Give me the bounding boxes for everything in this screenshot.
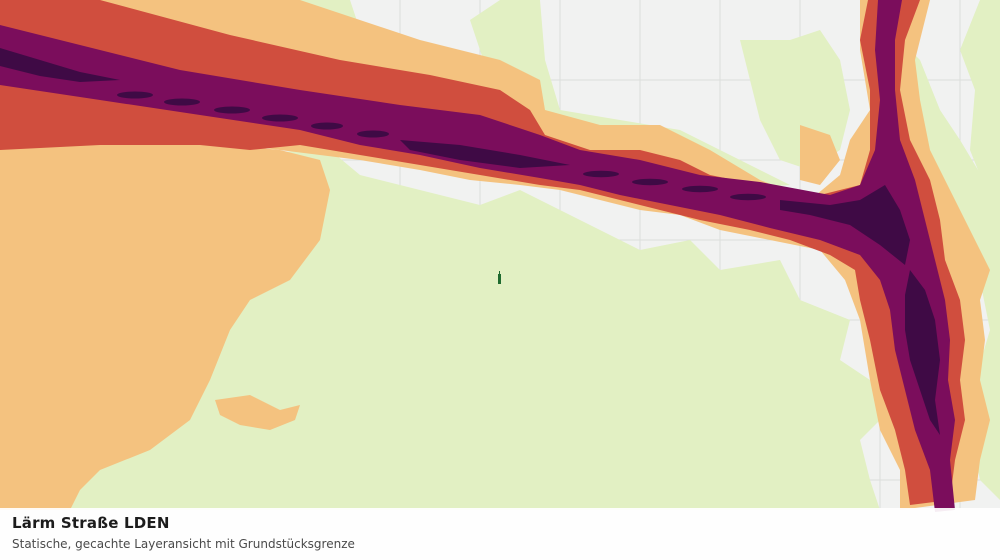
noise-band-3 <box>0 0 955 512</box>
map-subtitle: Statische, gecachte Layeransicht mit Gru… <box>12 537 355 551</box>
map-title: Lärm Straße LDEN <box>12 514 170 532</box>
parcel-boundary[interactable] <box>498 271 501 284</box>
noise-band-2 <box>0 0 965 505</box>
map-caption: Lärm Straße LDEN Statische, gecachte Lay… <box>0 508 1000 560</box>
noise-band-4 <box>0 48 940 435</box>
